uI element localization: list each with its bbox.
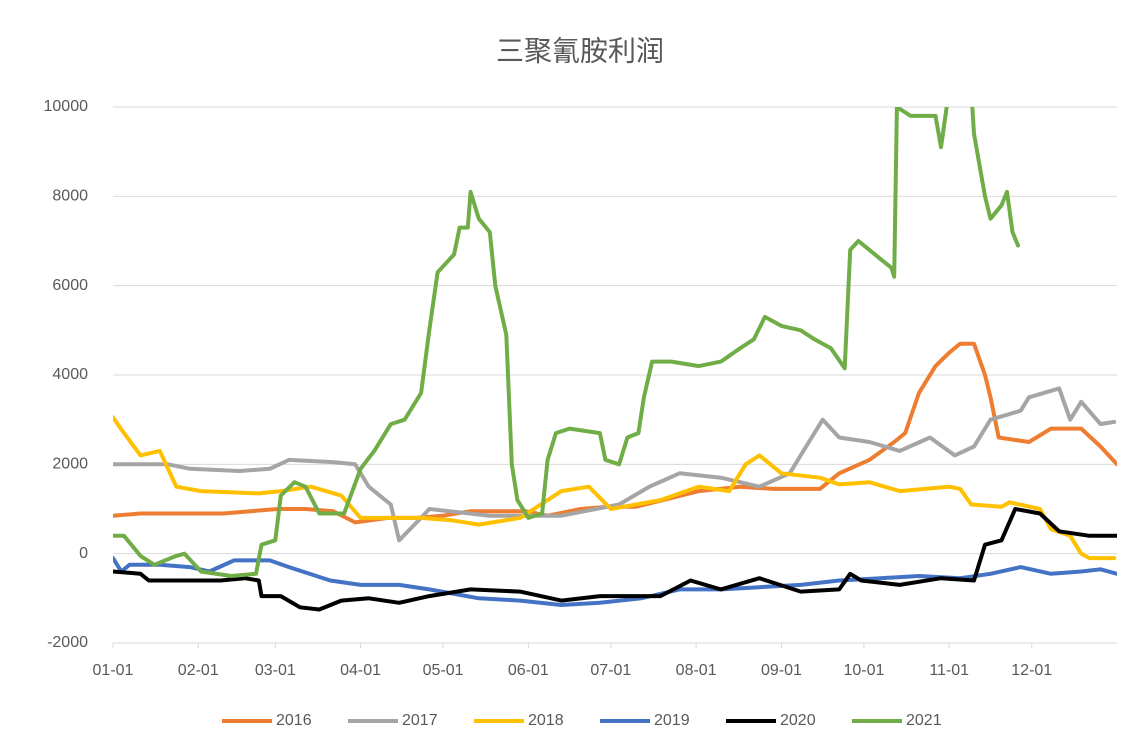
y-tick-label: 2000 xyxy=(52,456,88,473)
legend-label: 2016 xyxy=(276,712,312,729)
x-tick-label: 12-01 xyxy=(1011,662,1052,679)
y-tick-label: 10000 xyxy=(44,98,89,115)
legend-label: 2019 xyxy=(654,712,690,729)
legend-label: 2017 xyxy=(402,712,438,729)
y-tick-label: 8000 xyxy=(52,188,88,205)
series-line xyxy=(113,341,1117,525)
legend: 2016 2017 2018 2019 2020 2021 xyxy=(222,712,942,729)
x-tick-label: 10-01 xyxy=(843,662,884,679)
series-line xyxy=(113,107,1020,578)
x-tick-label: 03-01 xyxy=(255,662,296,679)
x-tick-label: 09-01 xyxy=(761,662,802,679)
x-tick-label: 08-01 xyxy=(676,662,717,679)
legend-label: 2018 xyxy=(528,712,564,729)
series-line xyxy=(113,415,1117,561)
x-tick-label: 07-01 xyxy=(590,662,631,679)
x-tick-label: 11-01 xyxy=(929,662,969,679)
x-tick-label: 02-01 xyxy=(178,662,219,679)
series-line xyxy=(113,386,1117,543)
x-tick-label: 01-01 xyxy=(93,662,134,679)
y-tick-label: 0 xyxy=(79,545,88,562)
x-tick-label: 04-01 xyxy=(340,662,381,679)
chart-title: 三聚氰胺利润 xyxy=(496,35,664,66)
legend-label: 2020 xyxy=(780,712,816,729)
axis-labels: -2000 0 2000 4000 6000 8000 10000 01-01 02-01 03-… xyxy=(44,98,1053,679)
y-tick-label: 6000 xyxy=(52,277,88,294)
x-tick-label: 05-01 xyxy=(423,662,464,679)
y-tick-label: -2000 xyxy=(47,634,88,651)
legend-label: 2021 xyxy=(906,712,942,729)
series-line xyxy=(113,507,1117,612)
plot-area xyxy=(113,107,1117,612)
series-line xyxy=(113,556,1117,607)
grid xyxy=(112,106,1117,648)
x-tick-label: 06-01 xyxy=(508,662,549,679)
y-tick-label: 4000 xyxy=(52,366,88,383)
